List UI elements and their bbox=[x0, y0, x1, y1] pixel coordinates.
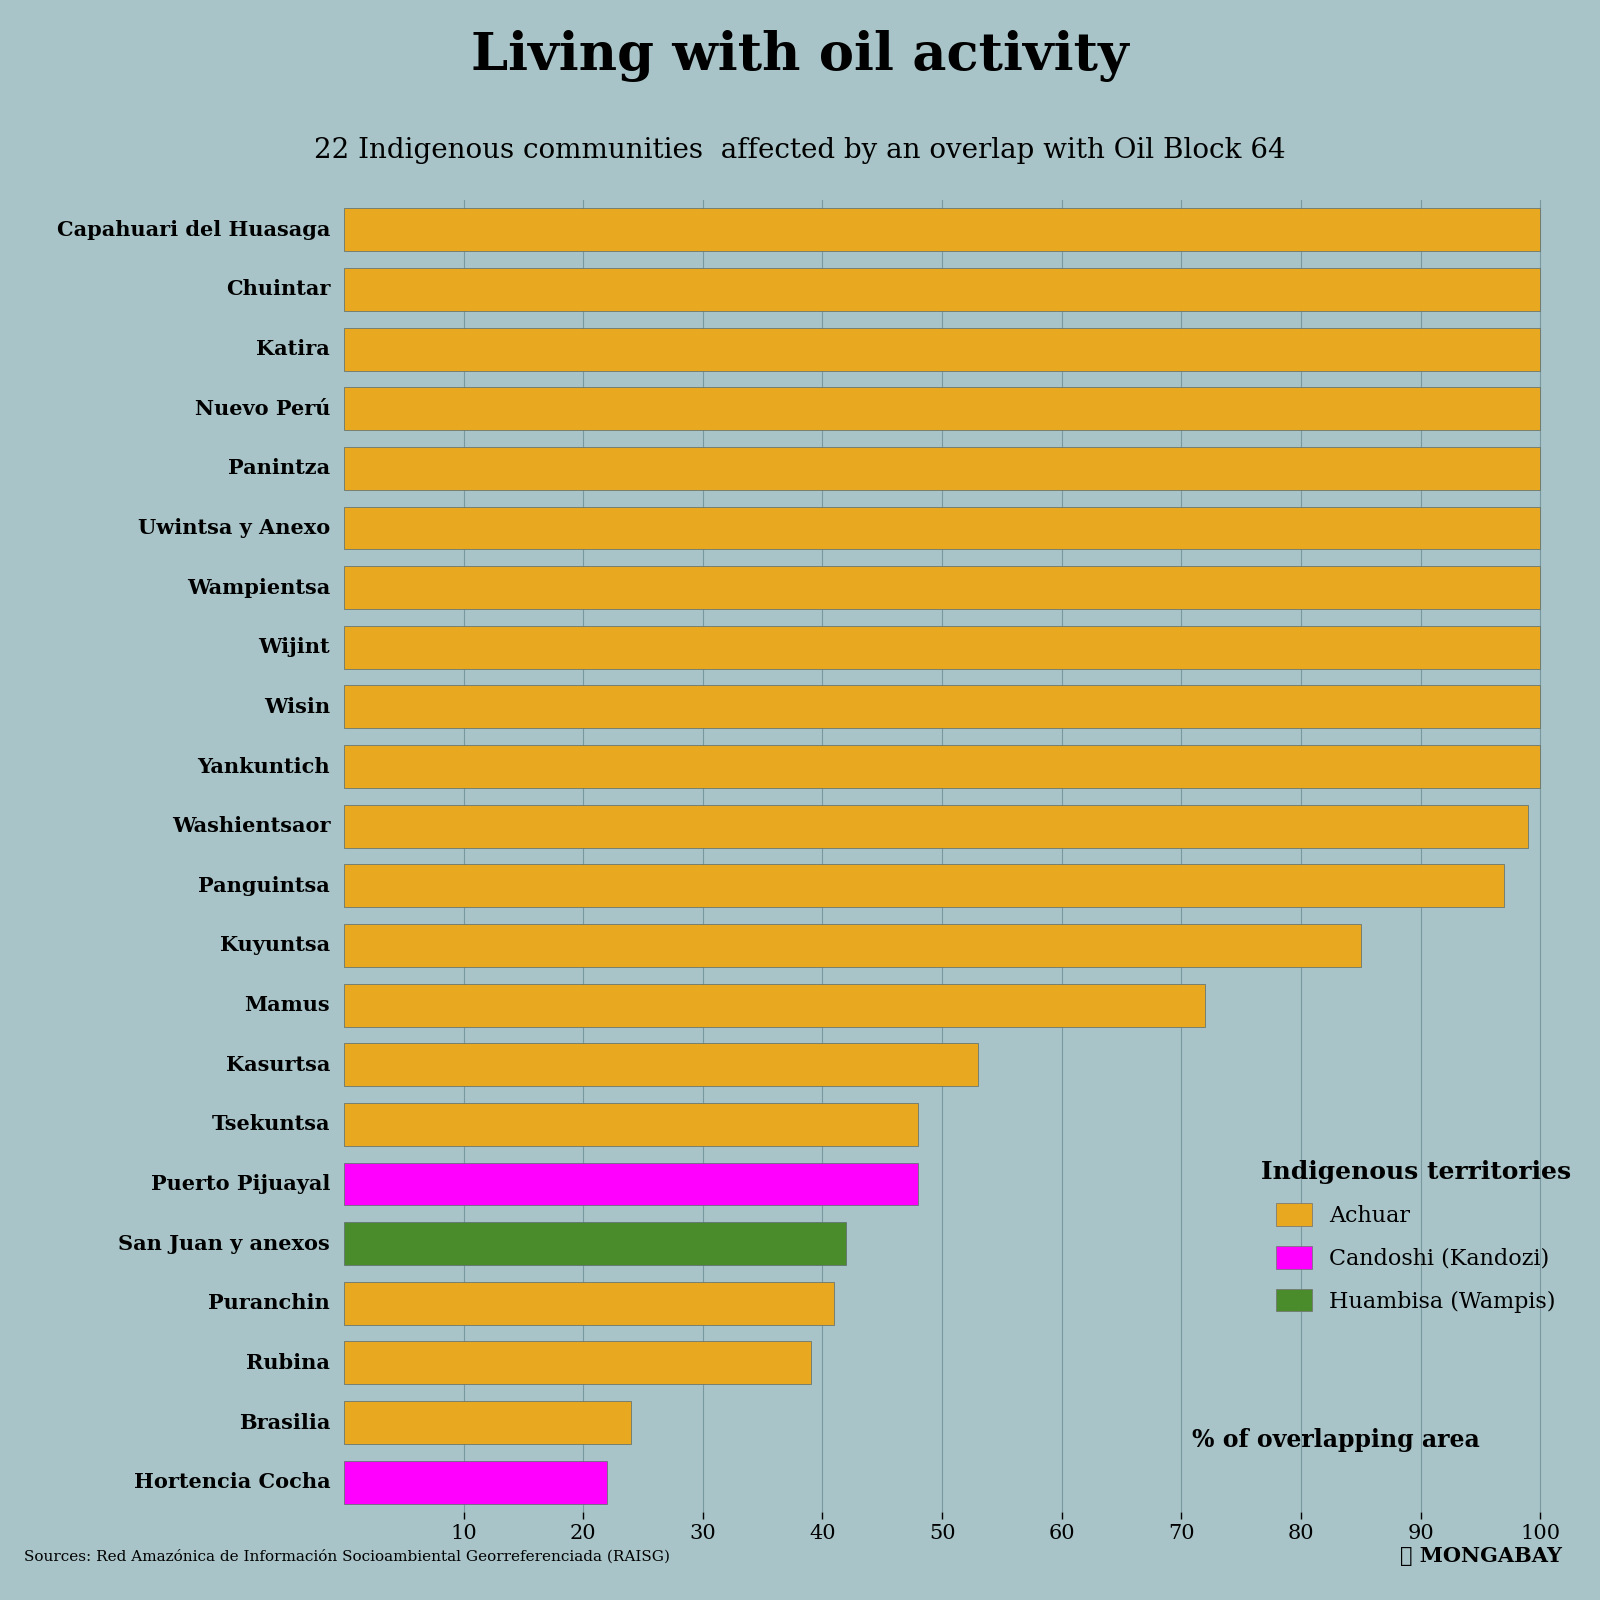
Bar bbox=[344, 507, 1541, 549]
Bar bbox=[344, 685, 1541, 728]
Text: Chuintar: Chuintar bbox=[226, 280, 330, 299]
Bar bbox=[344, 1222, 846, 1266]
Legend: Achuar, Candoshi (Kandozi), Huambisa (Wampis): Achuar, Candoshi (Kandozi), Huambisa (Wa… bbox=[1243, 1142, 1589, 1330]
Text: Brasilia: Brasilia bbox=[238, 1413, 330, 1432]
Bar bbox=[344, 923, 1360, 966]
Bar bbox=[344, 626, 1541, 669]
Bar bbox=[344, 746, 1541, 789]
Text: 🌿 MONGABAY: 🌿 MONGABAY bbox=[1400, 1546, 1562, 1566]
Bar bbox=[344, 1402, 630, 1445]
Text: Puerto Pijuayal: Puerto Pijuayal bbox=[150, 1174, 330, 1194]
Bar bbox=[344, 984, 1205, 1027]
Bar bbox=[344, 805, 1528, 848]
Text: Yankuntich: Yankuntich bbox=[198, 757, 330, 776]
Bar bbox=[344, 328, 1541, 371]
Bar bbox=[344, 1163, 918, 1205]
Text: Hortencia Cocha: Hortencia Cocha bbox=[134, 1472, 330, 1493]
Bar bbox=[344, 1102, 918, 1146]
Text: Capahuari del Huasaga: Capahuari del Huasaga bbox=[58, 219, 330, 240]
Bar bbox=[344, 446, 1541, 490]
Text: Living with oil activity: Living with oil activity bbox=[470, 30, 1130, 82]
Bar bbox=[344, 1282, 835, 1325]
Bar bbox=[344, 208, 1541, 251]
Text: Kasurtsa: Kasurtsa bbox=[226, 1054, 330, 1075]
Bar bbox=[344, 566, 1541, 610]
Text: Wijint: Wijint bbox=[259, 637, 330, 658]
Text: Mamus: Mamus bbox=[245, 995, 330, 1014]
Text: Puranchin: Puranchin bbox=[208, 1293, 330, 1314]
Text: Rubina: Rubina bbox=[246, 1354, 330, 1373]
Bar bbox=[344, 864, 1504, 907]
Text: Tsekuntsa: Tsekuntsa bbox=[211, 1114, 330, 1134]
Bar bbox=[344, 267, 1541, 310]
Text: San Juan y anexos: San Juan y anexos bbox=[118, 1234, 330, 1254]
Bar bbox=[344, 1341, 811, 1384]
Text: Nuevo Perú: Nuevo Perú bbox=[195, 398, 330, 419]
Text: % of overlapping area: % of overlapping area bbox=[1192, 1427, 1480, 1451]
Text: Washientsaor: Washientsaor bbox=[171, 816, 330, 837]
Text: Wisin: Wisin bbox=[264, 698, 330, 717]
Text: Wampientsa: Wampientsa bbox=[187, 578, 330, 598]
Bar bbox=[344, 387, 1541, 430]
Text: 22 Indigenous communities  affected by an overlap with Oil Block 64: 22 Indigenous communities affected by an… bbox=[314, 136, 1286, 163]
Text: Katira: Katira bbox=[256, 339, 330, 358]
Bar bbox=[344, 1461, 606, 1504]
Text: Kuyuntsa: Kuyuntsa bbox=[221, 936, 330, 955]
Text: Uwintsa y Anexo: Uwintsa y Anexo bbox=[138, 518, 330, 538]
Text: Sources: Red Amazónica de Información Socioambiental Georreferenciada (RAISG): Sources: Red Amazónica de Información So… bbox=[24, 1549, 670, 1563]
Text: Panguintsa: Panguintsa bbox=[198, 875, 330, 896]
Text: Panintza: Panintza bbox=[229, 458, 330, 478]
Bar bbox=[344, 1043, 978, 1086]
